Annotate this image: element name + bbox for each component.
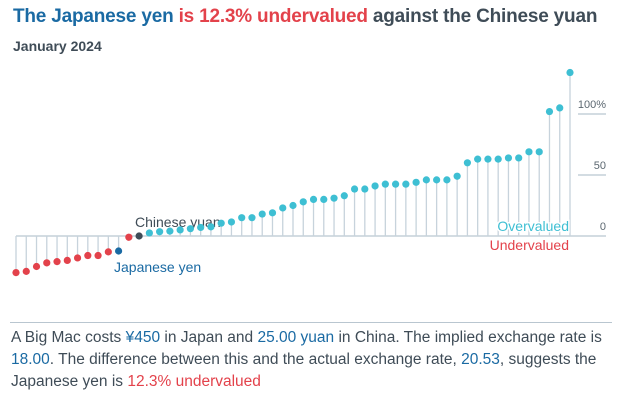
chart-title: The Japanese yen is 12.3% undervalued ag… [13,6,597,28]
desc-text: in Japan and [160,329,258,346]
data-point [474,155,482,163]
data-point [535,148,543,156]
data-point [43,259,51,267]
data-point [289,201,297,210]
y-tick-label: 0 [600,221,606,233]
data-point [309,195,318,203]
data-point [53,258,61,266]
data-point [453,172,461,180]
data-point [340,192,348,200]
desc-value: 25.00 yuan [257,329,335,346]
data-point [207,223,215,231]
data-point [545,107,554,116]
data-point [73,254,82,262]
data-point [238,214,246,222]
annotation-overvalued: Overvalued [497,218,569,234]
data-point [156,228,164,236]
data-point [94,251,102,260]
data-point [443,176,451,184]
data-point [63,256,71,264]
desc-text: A Big Mac costs [11,329,126,346]
data-point [484,155,492,163]
data-point [145,229,153,237]
data-point [381,180,389,188]
desc-value: ¥450 [125,329,161,346]
description: A Big Mac costs ¥450 in Japan and 25.00 … [11,327,616,393]
data-point [268,209,277,217]
data-point [12,269,20,277]
data-point [361,185,369,193]
title-part: The Japanese yen [13,6,179,27]
data-point [227,218,236,226]
annotation-undervalued: Undervalued [490,237,569,253]
annotation-japan: Japanese yen [114,259,201,275]
data-point [114,247,123,255]
divider [10,322,612,323]
data-point [248,214,256,222]
desc-value: 18.00 [11,351,50,368]
data-point [84,251,92,260]
data-point [176,226,184,234]
data-point [504,154,513,162]
title-part: is 12.3% undervalued [178,6,368,27]
data-point [104,248,112,256]
desc-text: in China. The implied exchange rate is [334,329,602,346]
data-point [279,204,287,212]
data-point [556,104,564,112]
data-point [422,176,430,184]
data-point [515,154,523,162]
data-point [32,262,41,271]
data-point [525,148,533,156]
data-point [197,223,205,232]
data-point [391,180,400,188]
data-point [463,159,472,167]
data-point [330,194,338,202]
desc-value: 20.53 [461,351,500,368]
data-point [125,233,133,241]
data-point [299,198,307,206]
desc-text: . The difference between this and the ac… [49,351,462,368]
y-tick-label: 100% [578,99,606,111]
data-point [320,195,328,203]
data-point [412,178,420,186]
data-point [350,185,359,193]
data-point [166,227,174,235]
data-point [494,155,502,163]
data-point [566,68,574,77]
data-point [433,176,441,184]
data-point [258,210,266,218]
data-point [22,267,30,275]
data-point [402,180,410,188]
desc-value: 12.3% undervalued [127,373,261,390]
data-point [135,232,143,240]
y-tick-label: 50 [594,160,606,172]
data-point [217,219,225,227]
title-part: against the Chinese yuan [367,6,598,27]
chart-subtitle: January 2024 [13,38,102,54]
desc-text: , suggests the Japanese yen is [11,351,597,390]
data-point [371,182,379,190]
data-point [186,225,195,233]
